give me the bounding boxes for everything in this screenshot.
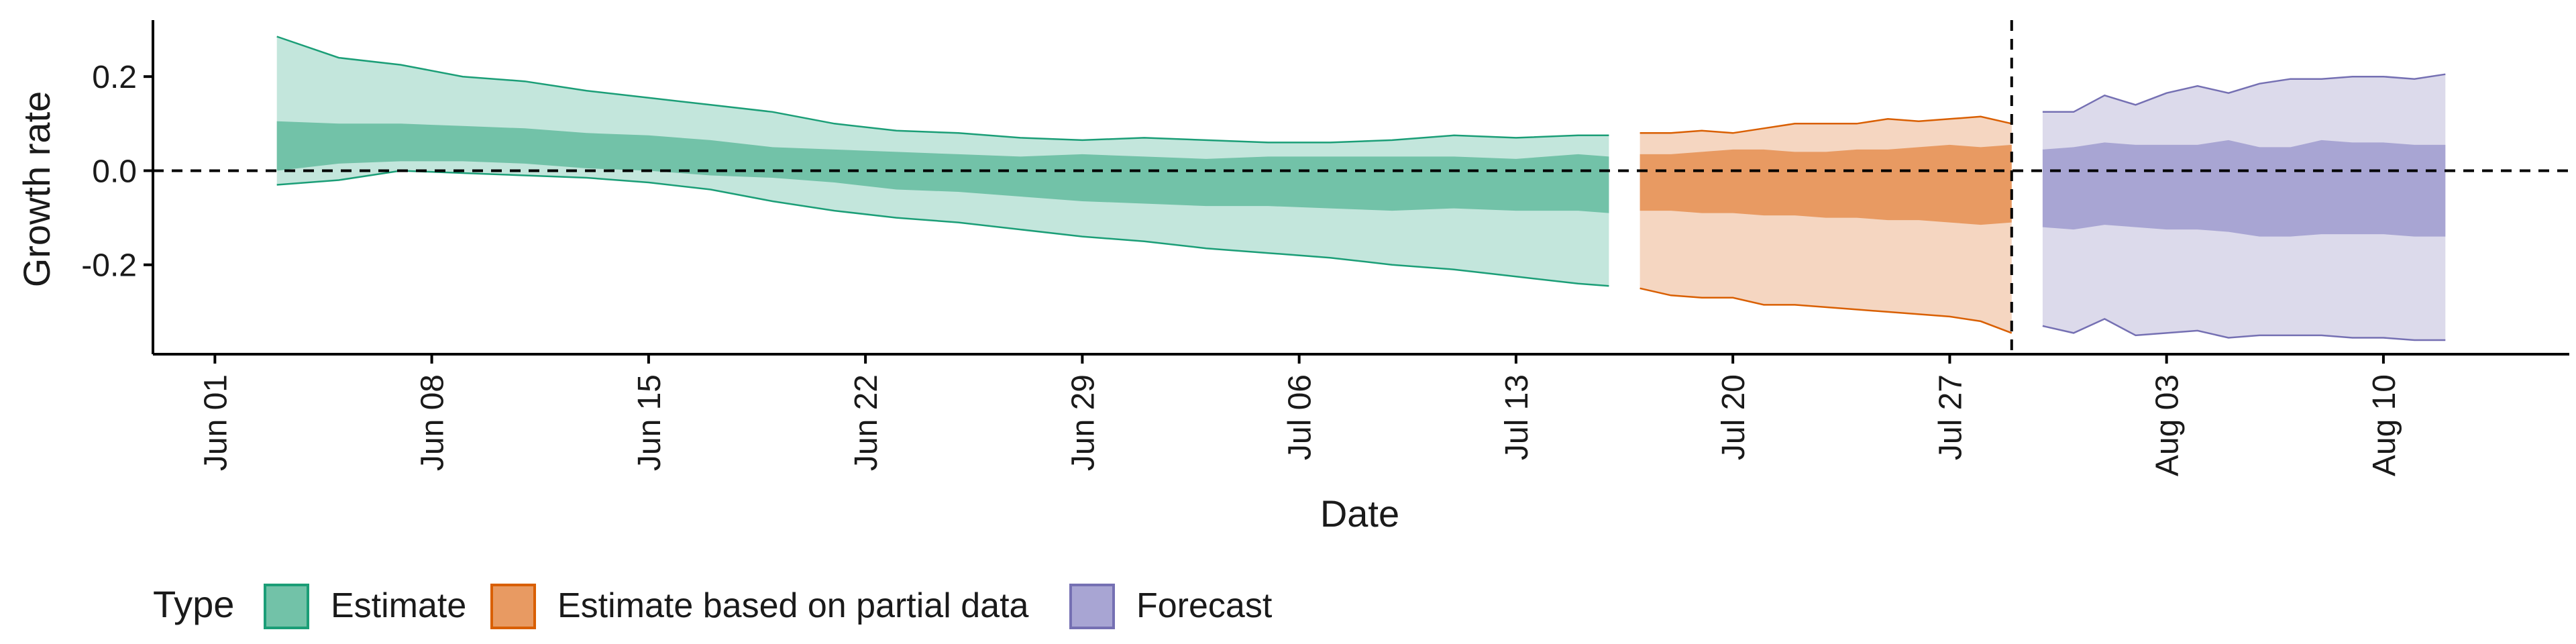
legend-key — [264, 584, 309, 629]
estimate-based-on-partial-data-upper-edge — [1640, 115, 2012, 134]
axes — [144, 20, 2569, 364]
estimate-inner-band — [276, 121, 1609, 213]
y-tick-label: 0.0 — [92, 154, 137, 189]
x-tick-label: Jul 20 — [1716, 374, 1752, 460]
x-tick-label: Jun 15 — [632, 374, 667, 471]
x-tick-label: Jul 13 — [1499, 374, 1535, 460]
legend-label: Estimate — [331, 586, 466, 625]
forecast-inner-band — [2042, 140, 2446, 237]
x-tick-label: Aug 10 — [2367, 374, 2402, 476]
x-tick-label: Jul 27 — [1933, 374, 1968, 460]
x-tick-label: Jun 01 — [198, 374, 233, 471]
legend-key — [490, 584, 536, 629]
tick-labels: 0.2 0.0 -0.2 Jun 01 Jun 08 Jun 15 Jun 22 Jun 29… — [81, 60, 2402, 476]
estimate-upper-edge — [276, 36, 1609, 144]
estimate-lower-edge — [276, 170, 1609, 287]
series-bands — [276, 36, 2446, 341]
legend: Type Estimate Estimate based on partial da… — [153, 583, 1273, 629]
forecast-upper-edge — [2042, 73, 2446, 113]
x-tick-label: Jun 22 — [849, 374, 884, 471]
x-tick-label: Aug 03 — [2150, 374, 2186, 476]
x-axis-title: Date — [1320, 492, 1399, 535]
estimate-based-on-partial-data-lower-edge — [1640, 287, 2012, 334]
legend-label: Estimate based on partial data — [557, 586, 1029, 625]
forecast-lower-edge — [2042, 318, 2446, 341]
legend-key — [1069, 584, 1115, 629]
estimate-based-on-partial-data-inner-band — [1640, 144, 2012, 225]
legend-label: Forecast — [1136, 586, 1273, 625]
x-tick-label: Jun 29 — [1065, 374, 1101, 471]
y-axis-title: Growth rate — [15, 91, 58, 288]
y-tick-label: -0.2 — [81, 248, 137, 284]
y-tick-label: 0.2 — [92, 60, 137, 95]
x-tick-label: Jul 06 — [1283, 374, 1318, 460]
x-tick-label: Jun 08 — [415, 374, 451, 471]
legend-title: Type — [153, 583, 234, 625]
reference-lines — [153, 20, 2569, 354]
